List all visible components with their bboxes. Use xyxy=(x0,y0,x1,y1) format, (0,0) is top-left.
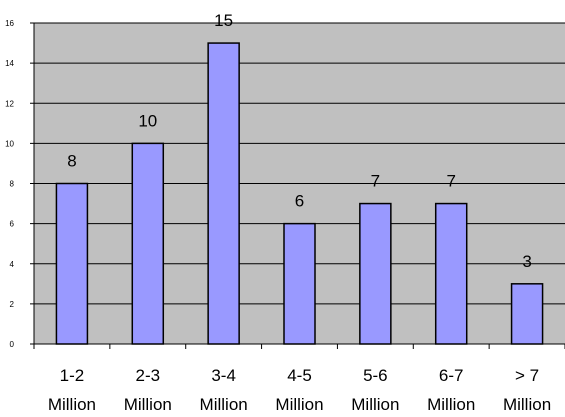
axes xyxy=(30,22,565,349)
y-tick-label: 16 xyxy=(5,19,14,28)
category-label: Million xyxy=(275,395,323,414)
y-tick-label: 14 xyxy=(5,59,14,68)
category-label: Million xyxy=(351,395,399,414)
y-tick-label: 8 xyxy=(10,180,15,189)
bar xyxy=(359,202,392,345)
category-label: 1-2 xyxy=(60,366,85,385)
data-label: 3 xyxy=(522,252,531,271)
y-tick-label: 12 xyxy=(5,99,14,108)
y-tick-label: 2 xyxy=(10,300,15,309)
bar xyxy=(283,222,316,345)
x-tick-labels: 1-2 Million 2-3 Million 3-4 Million 4-5 Million… xyxy=(48,366,551,414)
category-label: Million xyxy=(200,395,248,414)
y-tick-labels: 0 2 4 6 8 10 12 14 16 xyxy=(5,19,14,349)
data-label: 7 xyxy=(446,172,455,191)
y-tick-label: 0 xyxy=(10,340,15,349)
data-label: 10 xyxy=(138,111,157,130)
y-tick-label: 4 xyxy=(10,260,15,269)
bars xyxy=(55,42,544,345)
category-label: 5-6 xyxy=(363,366,388,385)
category-label: 2-3 xyxy=(135,366,160,385)
data-label: 15 xyxy=(214,11,233,30)
data-label: 7 xyxy=(371,172,380,191)
category-label: Million xyxy=(503,395,551,414)
bar xyxy=(434,202,468,345)
data-label: 6 xyxy=(295,192,304,211)
category-label: 3-4 xyxy=(211,366,236,385)
category-label: Million xyxy=(124,395,172,414)
bar xyxy=(207,42,240,345)
category-label: 4-5 xyxy=(287,366,312,385)
y-tick-label: 6 xyxy=(10,220,15,229)
category-label: Million xyxy=(48,395,96,414)
y-tick-label: 10 xyxy=(5,139,14,148)
bar xyxy=(55,182,89,345)
bar xyxy=(510,283,544,345)
data-label: 8 xyxy=(67,152,76,171)
category-label: > 7 xyxy=(515,366,539,385)
category-label: 6-7 xyxy=(439,366,464,385)
category-label: Million xyxy=(427,395,475,414)
bar xyxy=(131,142,165,345)
data-labels: 8 10 15 6 7 7 3 xyxy=(67,11,532,271)
